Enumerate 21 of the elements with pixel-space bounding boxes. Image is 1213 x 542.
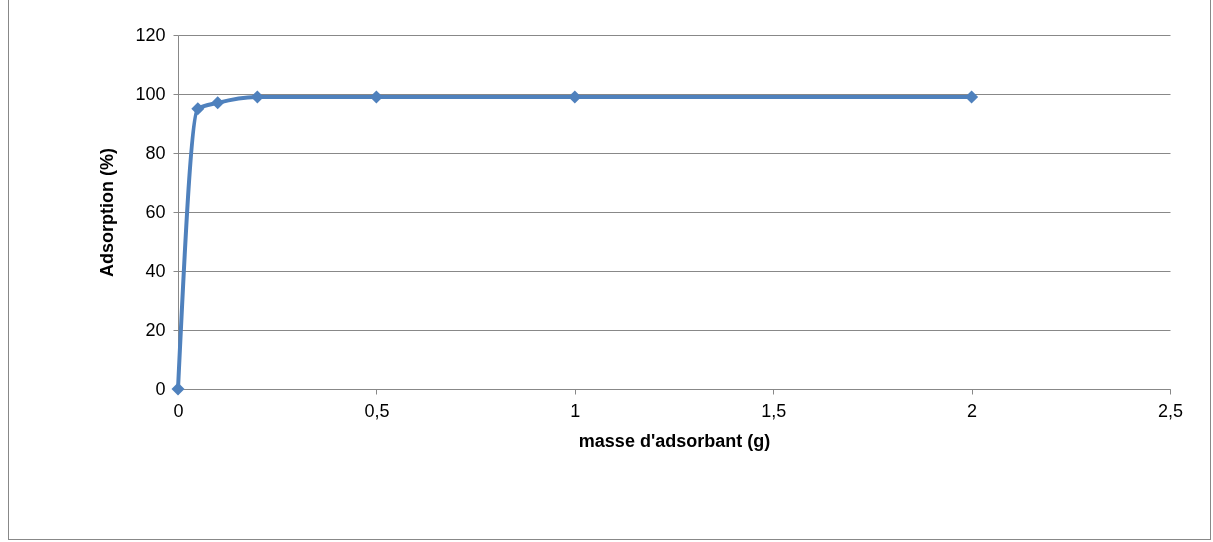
x-tick-label: 1 xyxy=(570,400,581,421)
x-tick-label: 0,5 xyxy=(364,400,390,421)
point xyxy=(250,90,264,104)
point xyxy=(965,90,979,104)
x-tick-label: 1,5 xyxy=(761,400,787,421)
x-tick-label: 2,5 xyxy=(1157,400,1184,421)
point xyxy=(568,90,582,104)
point xyxy=(211,96,225,110)
y-tick-label: 120 xyxy=(135,24,166,45)
y-tick-label: 60 xyxy=(145,201,166,222)
y-tick-label: 100 xyxy=(135,83,166,104)
y-tick-label: 0 xyxy=(155,378,166,399)
y-tick-label: 20 xyxy=(145,319,166,340)
x-axis-title: masse d'adsorbant (g) xyxy=(578,430,771,451)
point xyxy=(171,382,185,396)
x-tick-label: 0 xyxy=(173,400,184,421)
y-tick-label: 80 xyxy=(145,142,166,163)
x-tick-label: 2 xyxy=(967,400,978,421)
y-axis-title: Adsorption (%) xyxy=(97,148,118,277)
y-tick-label: 40 xyxy=(145,260,166,281)
point xyxy=(191,102,205,116)
